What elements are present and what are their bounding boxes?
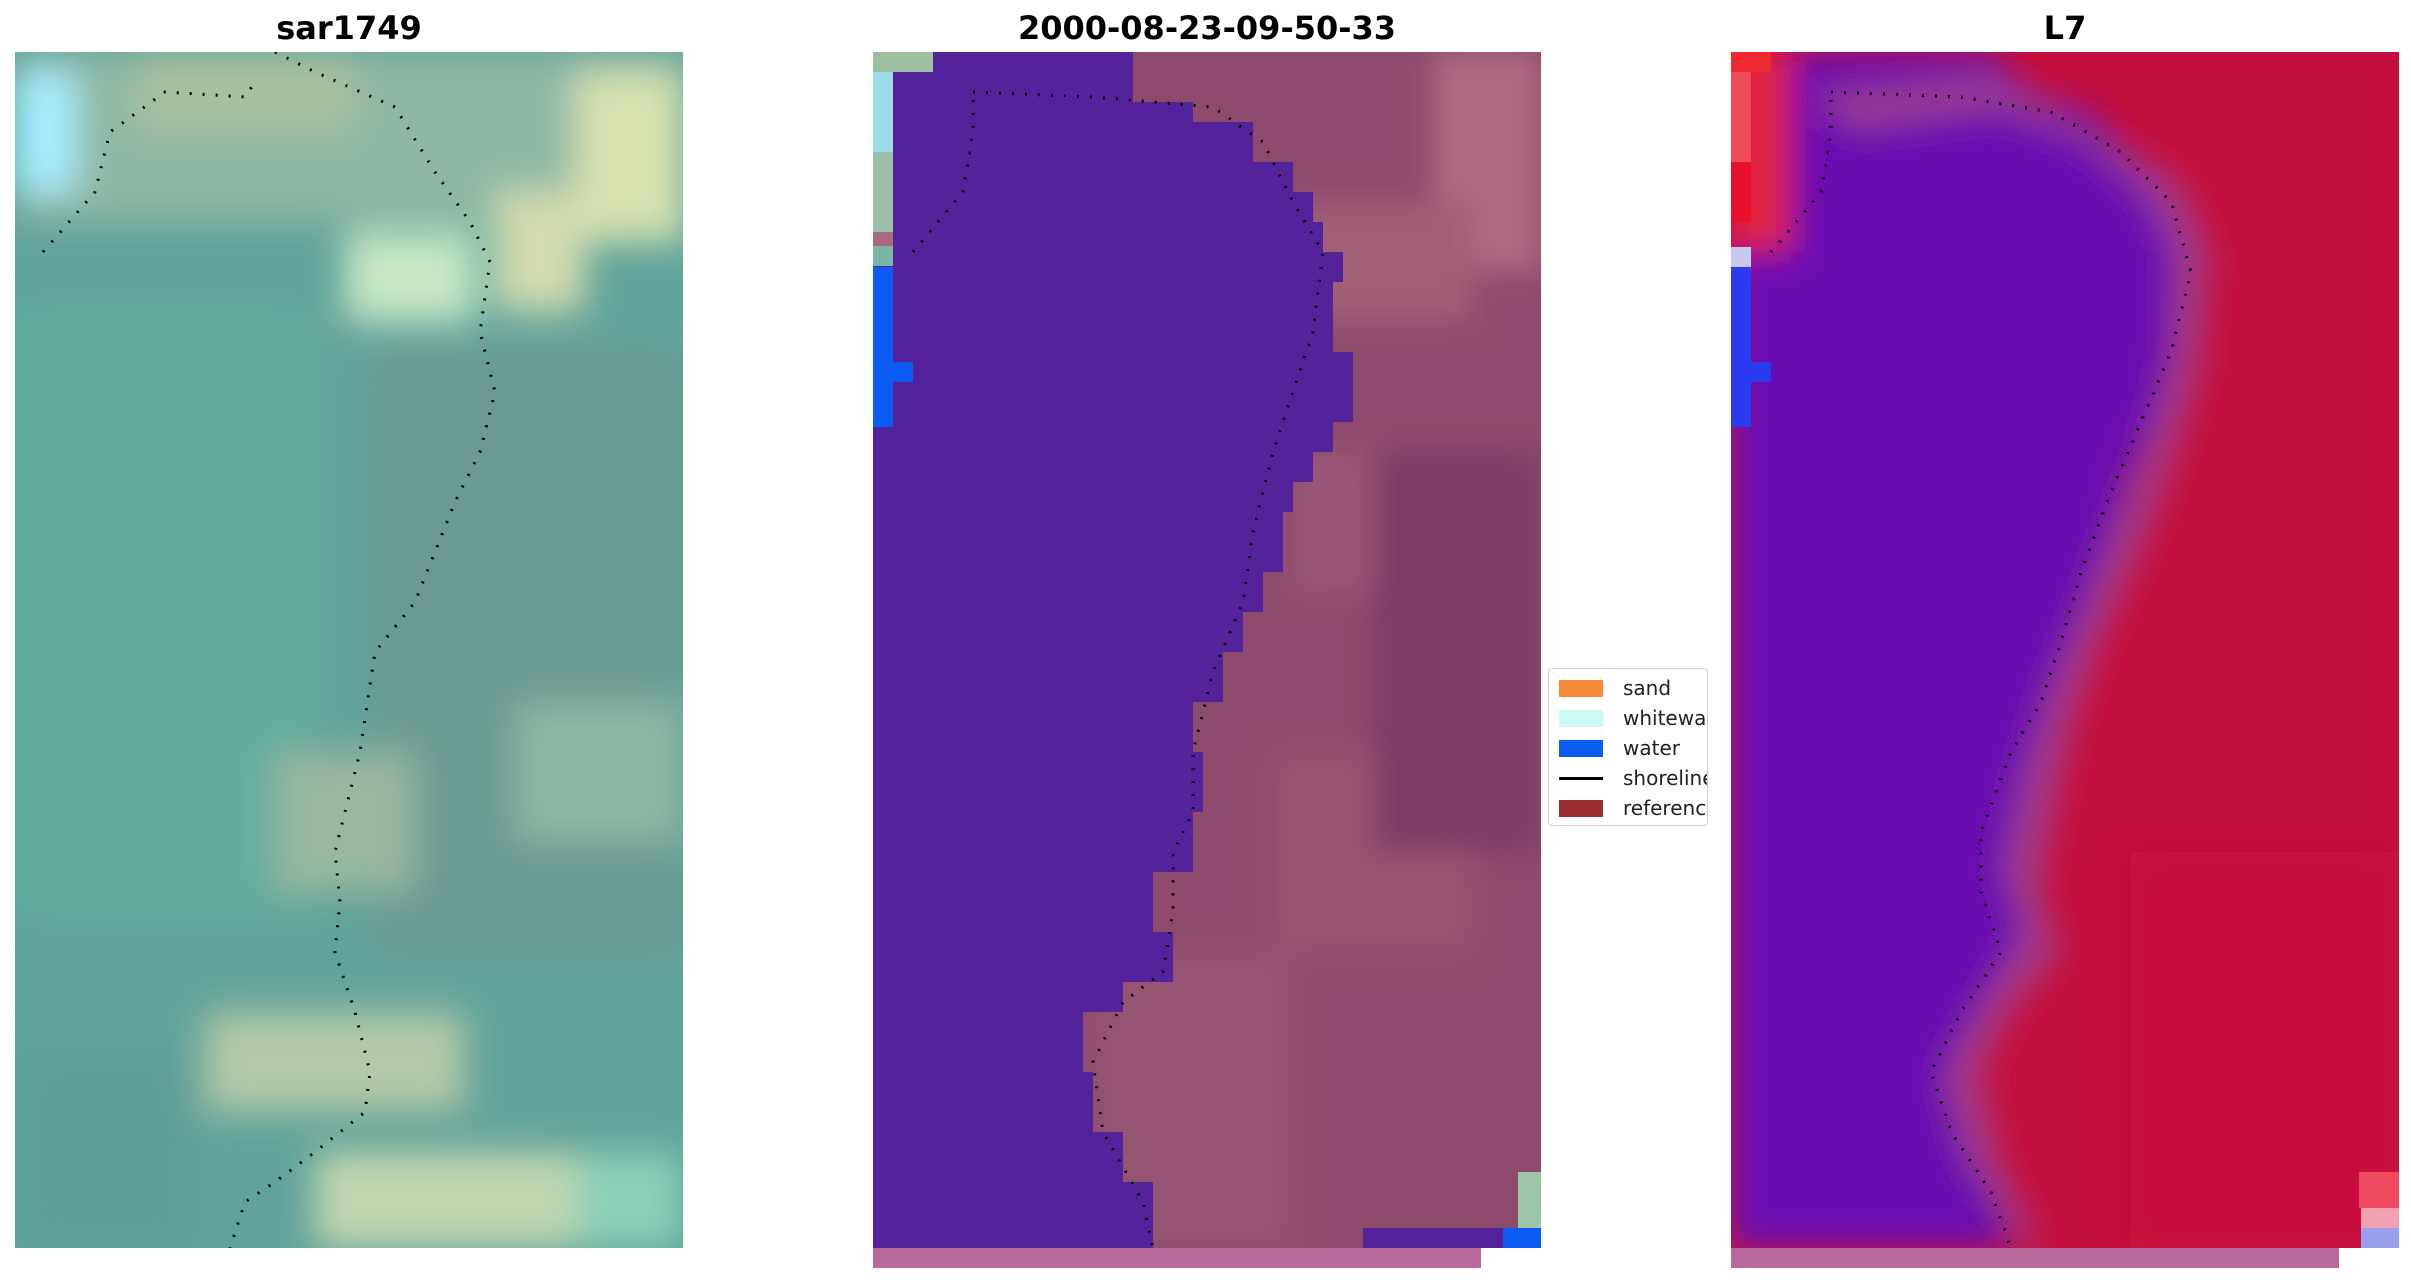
reference-shoreline-swatch — [1559, 799, 1603, 817]
legend-item-reference-shoreline: reference shoreline — [1559, 793, 1707, 823]
rgb-image-panel — [15, 52, 683, 1248]
index-bottom-strip — [1731, 1248, 2339, 1268]
sand-swatch — [1559, 679, 1603, 697]
legend-label-whitewater: whitewater — [1623, 706, 1707, 730]
legend-item-sand: sand — [1559, 673, 1671, 703]
legend-item-shoreline: shoreline — [1559, 763, 1708, 793]
classification-bottom-strip — [873, 1248, 1481, 1268]
classification-panel — [873, 52, 1541, 1248]
legend-label-sand: sand — [1623, 676, 1672, 700]
legend: sand whitewater water shoreline referenc… — [1548, 668, 1708, 826]
water-swatch — [1559, 739, 1603, 757]
whitewater-swatch — [1559, 709, 1603, 727]
index-panel — [1731, 52, 2399, 1248]
panel-title-rgb: sar1749 — [276, 9, 422, 47]
panel-title-classification: 2000-08-23-09-50-33 — [1017, 9, 1397, 47]
legend-item-water: water — [1559, 733, 1680, 763]
legend-label-shoreline: shoreline — [1623, 766, 1708, 790]
legend-label-reference-shoreline: reference shoreline — [1623, 796, 1707, 820]
legend-item-whitewater: whitewater — [1559, 703, 1707, 733]
legend-label-water: water — [1623, 736, 1680, 760]
shoreline-line-swatch — [1559, 776, 1603, 780]
panel-title-index: L7 — [2043, 9, 2087, 47]
